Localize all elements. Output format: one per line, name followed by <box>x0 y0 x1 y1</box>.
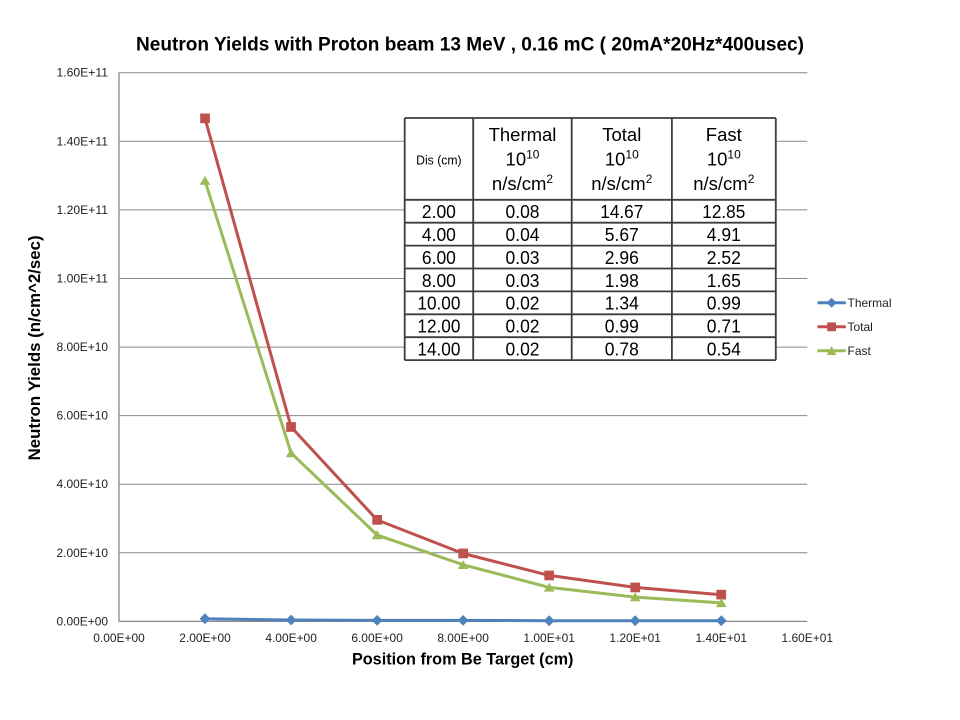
svg-text:1.40E+01: 1.40E+01 <box>696 631 748 645</box>
svg-text:Dis (cm): Dis (cm) <box>416 153 462 168</box>
svg-text:1.00E+01: 1.00E+01 <box>523 631 575 645</box>
svg-text:Thermal: Thermal <box>489 124 557 145</box>
svg-text:1.60E+11: 1.60E+11 <box>57 66 109 80</box>
svg-text:1.98: 1.98 <box>605 270 639 291</box>
svg-text:2.52: 2.52 <box>707 247 741 268</box>
svg-text:1.20E+01: 1.20E+01 <box>609 631 661 645</box>
svg-text:0.71: 0.71 <box>707 316 741 337</box>
svg-text:0.08: 0.08 <box>506 201 540 222</box>
svg-text:2.00E+00: 2.00E+00 <box>179 631 231 645</box>
svg-text:Fast: Fast <box>706 124 742 145</box>
svg-text:1.34: 1.34 <box>605 293 639 314</box>
svg-text:6.00E+00: 6.00E+00 <box>351 631 403 645</box>
svg-text:1.60E+01: 1.60E+01 <box>782 631 834 645</box>
svg-text:0.54: 0.54 <box>707 339 741 360</box>
svg-text:5.67: 5.67 <box>605 224 639 245</box>
svg-text:4.00: 4.00 <box>422 224 456 245</box>
svg-text:n/s/cm2: n/s/cm2 <box>693 172 754 194</box>
svg-text:0.03: 0.03 <box>506 270 540 291</box>
svg-text:0.02: 0.02 <box>506 316 540 337</box>
svg-text:6.00: 6.00 <box>422 247 456 268</box>
svg-text:Total: Total <box>848 320 873 334</box>
svg-text:6.00E+10: 6.00E+10 <box>57 409 109 423</box>
svg-text:0.02: 0.02 <box>506 339 540 360</box>
svg-text:12.85: 12.85 <box>702 201 745 222</box>
svg-text:n/s/cm2: n/s/cm2 <box>492 172 553 194</box>
svg-text:1.65: 1.65 <box>707 270 741 291</box>
svg-text:8.00E+10: 8.00E+10 <box>57 340 109 354</box>
svg-text:Fast: Fast <box>848 344 872 358</box>
svg-text:4.91: 4.91 <box>707 224 741 245</box>
svg-text:0.02: 0.02 <box>506 293 540 314</box>
svg-text:0.04: 0.04 <box>506 224 540 245</box>
svg-text:4.00E+10: 4.00E+10 <box>57 477 109 491</box>
svg-text:0.99: 0.99 <box>707 293 741 314</box>
svg-text:Neutron Yields with Proton bea: Neutron Yields with Proton beam 13 MeV ,… <box>136 35 804 56</box>
svg-text:14.00: 14.00 <box>417 339 460 360</box>
svg-text:0.78: 0.78 <box>605 339 639 360</box>
svg-text:8.00E+00: 8.00E+00 <box>437 631 489 645</box>
svg-text:0.00E+00: 0.00E+00 <box>57 614 109 628</box>
svg-text:2.96: 2.96 <box>605 247 639 268</box>
svg-text:0.00E+00: 0.00E+00 <box>93 631 145 645</box>
svg-text:1.20E+11: 1.20E+11 <box>57 203 109 217</box>
svg-text:1.40E+11: 1.40E+11 <box>57 134 109 148</box>
svg-text:14.67: 14.67 <box>600 201 643 222</box>
svg-text:n/s/cm2: n/s/cm2 <box>591 172 652 194</box>
svg-text:Thermal: Thermal <box>848 296 892 310</box>
svg-text:0.99: 0.99 <box>605 316 639 337</box>
svg-text:12.00: 12.00 <box>417 316 460 337</box>
svg-text:Position from Be Target (cm): Position from Be Target (cm) <box>352 650 574 669</box>
svg-text:4.00E+00: 4.00E+00 <box>265 631 317 645</box>
svg-text:8.00: 8.00 <box>422 270 456 291</box>
svg-text:2.00E+10: 2.00E+10 <box>57 546 109 560</box>
svg-text:1.00E+11: 1.00E+11 <box>57 272 109 286</box>
svg-text:0.03: 0.03 <box>506 247 540 268</box>
svg-text:Total: Total <box>602 124 641 145</box>
svg-text:2.00: 2.00 <box>422 201 456 222</box>
svg-text:Neutron Yields (n/cm^2/sec): Neutron Yields (n/cm^2/sec) <box>25 235 44 460</box>
svg-text:10.00: 10.00 <box>417 293 460 314</box>
